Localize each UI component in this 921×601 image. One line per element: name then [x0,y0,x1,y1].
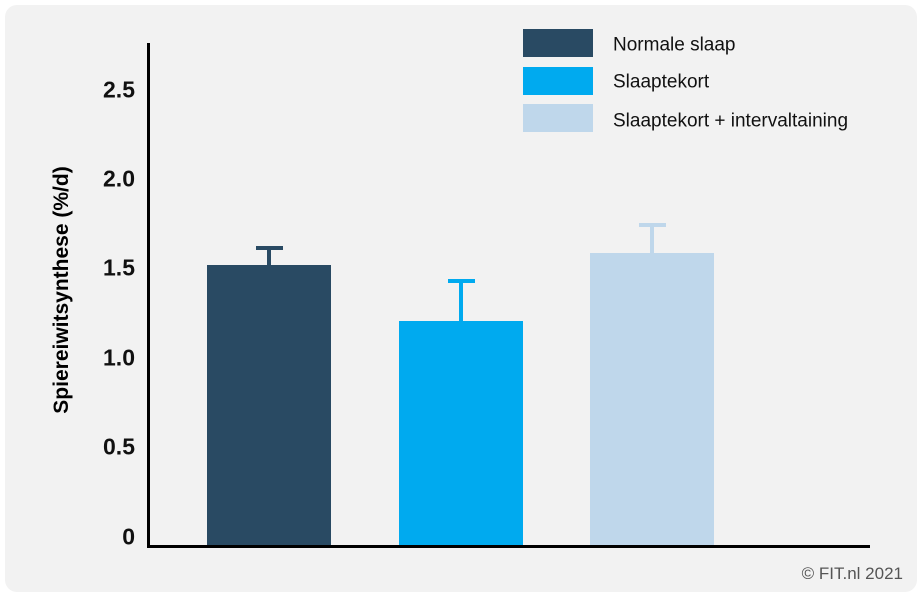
y-tick-2-0: 2.0 [103,165,135,192]
legend-label-slaaptekort: Slaaptekort [613,71,710,93]
y-axis-line [147,43,150,548]
legend-label-slaaptekort-interval: Slaaptekort + intervaltaining [613,110,849,132]
x-axis-line [147,545,870,548]
legend-swatch-slaaptekort [523,67,593,95]
y-tick-1-5: 1.5 [103,254,135,281]
copyright-text: © FIT.nl 2021 [801,564,903,583]
error-bar-stem-1 [267,247,271,266]
bar-2 [399,320,523,545]
error-bar-cap-1 [255,246,283,251]
error-bar-stem-3 [650,224,654,253]
bar-1 [207,265,331,545]
error-bar-cap-2 [447,278,475,283]
legend-label-normale-slaap: Normale slaap [613,34,736,56]
y-tick-0-5: 0.5 [103,433,135,460]
y-axis-label: Spiereiwitsynthese (%/d) [50,166,73,414]
y-tick-1-0: 1.0 [103,344,135,371]
error-bar-cap-3 [638,223,666,228]
y-tick-0: 0 [122,523,135,550]
legend-swatch-normale-slaap [523,29,593,57]
legend-swatch-slaaptekort-interval [523,104,593,132]
y-tick-2-5: 2.5 [103,76,135,103]
error-bar-stem-2 [459,279,463,321]
bar-3 [590,252,714,545]
